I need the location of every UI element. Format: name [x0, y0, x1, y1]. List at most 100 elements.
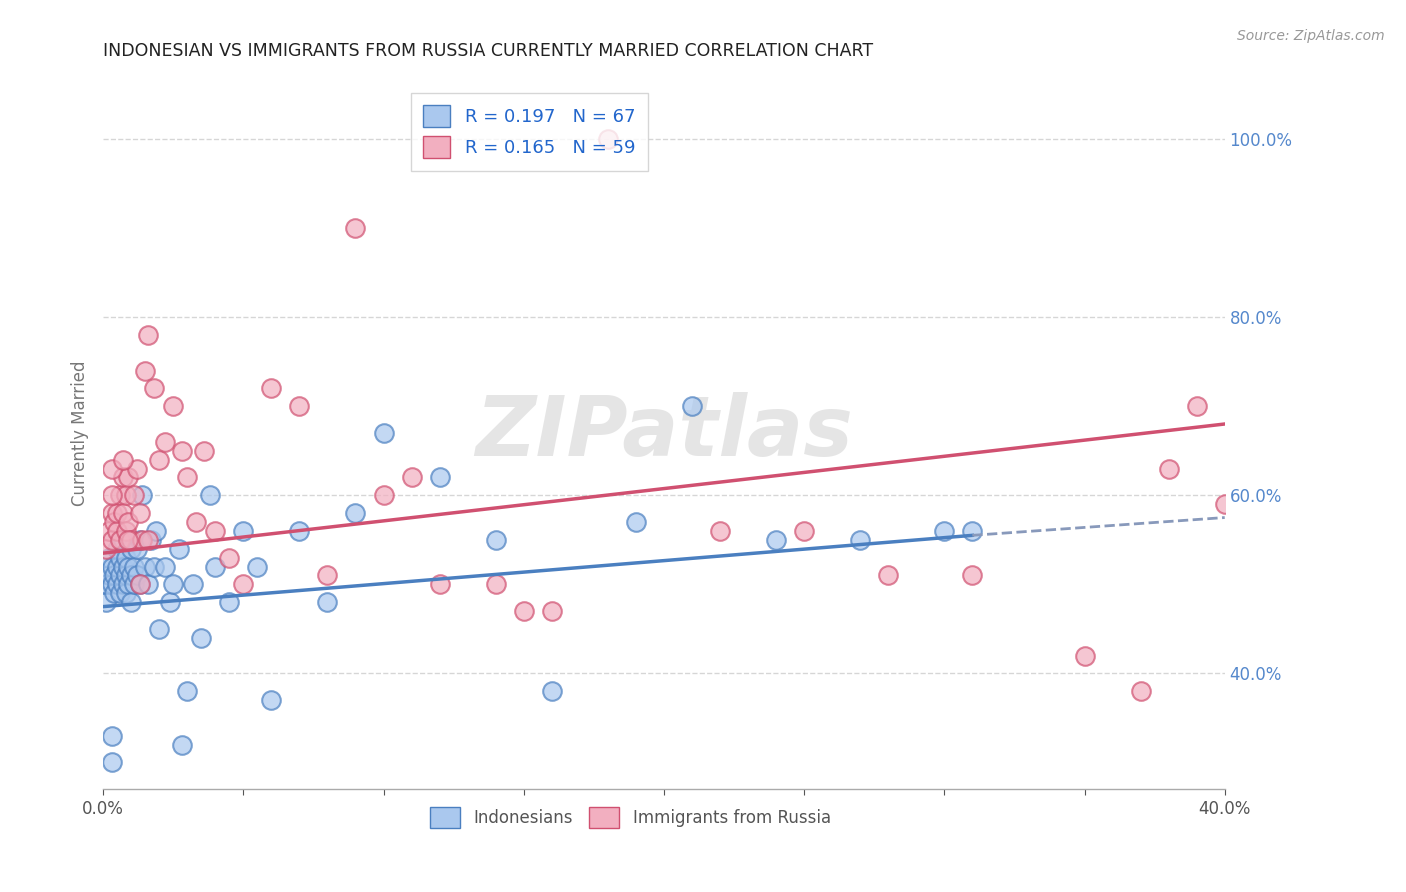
Point [117, 559, 139, 574]
Point [111, 452, 134, 467]
Point [198, 488, 221, 502]
Point [540, 684, 562, 698]
Point [162, 399, 184, 413]
Point [540, 604, 562, 618]
Point [204, 559, 226, 574]
Point [125, 461, 148, 475]
Point [184, 515, 207, 529]
Point [512, 604, 534, 618]
Y-axis label: Currently Married: Currently Married [72, 360, 89, 506]
Point [793, 524, 815, 538]
Point [288, 524, 311, 538]
Point [120, 595, 142, 609]
Point [596, 132, 619, 146]
Point [260, 381, 283, 395]
Point [142, 381, 165, 395]
Point [100, 533, 122, 547]
Point [114, 550, 136, 565]
Point [344, 221, 367, 235]
Point [288, 399, 311, 413]
Point [260, 693, 283, 707]
Point [485, 533, 508, 547]
Point [136, 577, 159, 591]
Point [97, 568, 120, 582]
Point [108, 550, 131, 565]
Point [170, 443, 193, 458]
Point [624, 515, 647, 529]
Point [105, 524, 128, 538]
Point [120, 541, 142, 556]
Point [117, 533, 139, 547]
Point [162, 577, 184, 591]
Point [316, 568, 339, 582]
Point [100, 729, 122, 743]
Point [176, 470, 198, 484]
Point [108, 568, 131, 582]
Point [148, 622, 170, 636]
Point [139, 533, 162, 547]
Point [181, 577, 204, 591]
Point [117, 515, 139, 529]
Point [105, 577, 128, 591]
Point [100, 577, 122, 591]
Point [1157, 461, 1180, 475]
Point [136, 327, 159, 342]
Point [148, 452, 170, 467]
Point [429, 577, 451, 591]
Point [111, 559, 134, 574]
Text: INDONESIAN VS IMMIGRANTS FROM RUSSIA CURRENTLY MARRIED CORRELATION CHART: INDONESIAN VS IMMIGRANTS FROM RUSSIA CUR… [103, 42, 873, 60]
Point [108, 533, 131, 547]
Point [681, 399, 703, 413]
Point [94, 595, 117, 609]
Point [134, 363, 156, 377]
Point [849, 533, 872, 547]
Point [316, 595, 339, 609]
Point [114, 586, 136, 600]
Point [131, 488, 153, 502]
Point [94, 541, 117, 556]
Point [103, 568, 125, 582]
Point [153, 434, 176, 449]
Point [934, 524, 956, 538]
Point [97, 524, 120, 538]
Point [709, 524, 731, 538]
Point [100, 756, 122, 770]
Point [159, 595, 181, 609]
Point [218, 550, 240, 565]
Point [128, 577, 150, 591]
Point [1129, 684, 1152, 698]
Point [114, 488, 136, 502]
Point [962, 524, 984, 538]
Point [105, 559, 128, 574]
Point [401, 470, 423, 484]
Point [136, 533, 159, 547]
Point [145, 524, 167, 538]
Point [117, 470, 139, 484]
Point [128, 533, 150, 547]
Point [100, 559, 122, 574]
Point [1213, 497, 1236, 511]
Point [94, 577, 117, 591]
Point [103, 515, 125, 529]
Point [344, 506, 367, 520]
Point [1185, 399, 1208, 413]
Point [122, 577, 145, 591]
Point [122, 559, 145, 574]
Point [765, 533, 787, 547]
Point [108, 586, 131, 600]
Point [108, 488, 131, 502]
Point [218, 595, 240, 609]
Point [100, 506, 122, 520]
Point [153, 559, 176, 574]
Point [117, 577, 139, 591]
Point [232, 577, 254, 591]
Point [232, 524, 254, 538]
Point [125, 568, 148, 582]
Point [877, 568, 900, 582]
Point [373, 488, 395, 502]
Point [103, 586, 125, 600]
Point [485, 577, 508, 591]
Point [131, 533, 153, 547]
Point [142, 559, 165, 574]
Point [962, 568, 984, 582]
